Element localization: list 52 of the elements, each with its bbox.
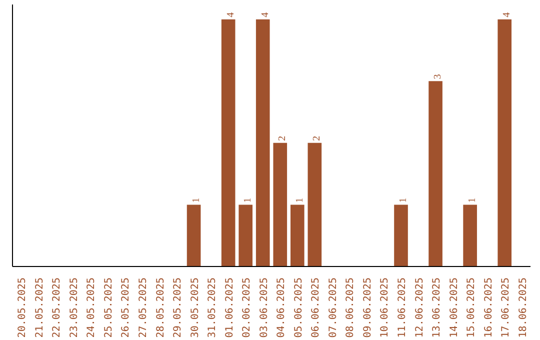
x-tick-label: 14.06.2025 (448, 277, 460, 338)
bar (238, 204, 253, 266)
data-label: 4 (225, 12, 236, 18)
x-tick-label: 13.06.2025 (432, 277, 443, 338)
x-tick-label: 04.06.2025 (276, 277, 288, 338)
x-tick-label: 10.06.2025 (380, 277, 391, 338)
x-tick-label: 15.06.2025 (466, 277, 478, 338)
data-label: 4 (502, 12, 513, 18)
data-label: 2 (312, 136, 323, 141)
x-tick-label: 27.05.2025 (138, 277, 149, 338)
x-tick-label: 01.06.2025 (224, 277, 236, 338)
x-tick-label: 25.05.2025 (103, 277, 114, 338)
data-label: 2 (277, 136, 288, 141)
x-tick-label: 02.06.2025 (242, 277, 253, 338)
bar (256, 19, 270, 266)
x-tick-label: 03.06.2025 (258, 277, 270, 338)
data-label: 1 (190, 198, 202, 203)
bar (186, 204, 201, 266)
x-tick-label: 07.06.2025 (328, 277, 339, 338)
x-tick-label: 18.06.2025 (518, 277, 529, 338)
x-tick-label: 17.06.2025 (500, 277, 512, 338)
x-tick-label: 24.05.2025 (86, 277, 98, 338)
x-tick-label: 12.06.2025 (414, 277, 426, 338)
x-tick-label: 16.06.2025 (483, 277, 494, 338)
x-tick-label: 31.05.2025 (207, 277, 218, 338)
x-tick-label: 28.05.2025 (155, 277, 166, 338)
x-tick-label: 11.06.2025 (397, 277, 408, 338)
bar (463, 204, 477, 266)
x-tick-label: 29.05.2025 (172, 277, 184, 338)
bar (428, 81, 442, 266)
data-label: 1 (398, 198, 409, 203)
bar (394, 204, 408, 266)
x-tick-label: 21.05.2025 (34, 277, 46, 338)
bar (273, 142, 288, 266)
x-tick-label: 08.06.2025 (345, 277, 356, 338)
data-label: 4 (260, 12, 271, 18)
x-tick-label: 20.05.2025 (17, 277, 28, 338)
x-tick-label: 30.05.2025 (190, 277, 201, 338)
x-tick-label: 22.05.2025 (52, 277, 63, 338)
data-label: 3 (432, 74, 444, 80)
data-label: 1 (467, 198, 478, 203)
bar (290, 204, 304, 266)
x-tick-label: 06.06.2025 (310, 277, 322, 338)
x-tick-label: 26.05.2025 (120, 277, 132, 338)
data-label: 1 (294, 198, 306, 203)
bar (221, 19, 236, 266)
x-tick-label: 09.06.2025 (362, 277, 374, 338)
data-label: 1 (242, 198, 254, 203)
bar (308, 142, 322, 266)
bar (498, 19, 512, 266)
x-tick-label: 23.05.2025 (68, 277, 80, 338)
x-tick-label: 05.06.2025 (293, 277, 304, 338)
